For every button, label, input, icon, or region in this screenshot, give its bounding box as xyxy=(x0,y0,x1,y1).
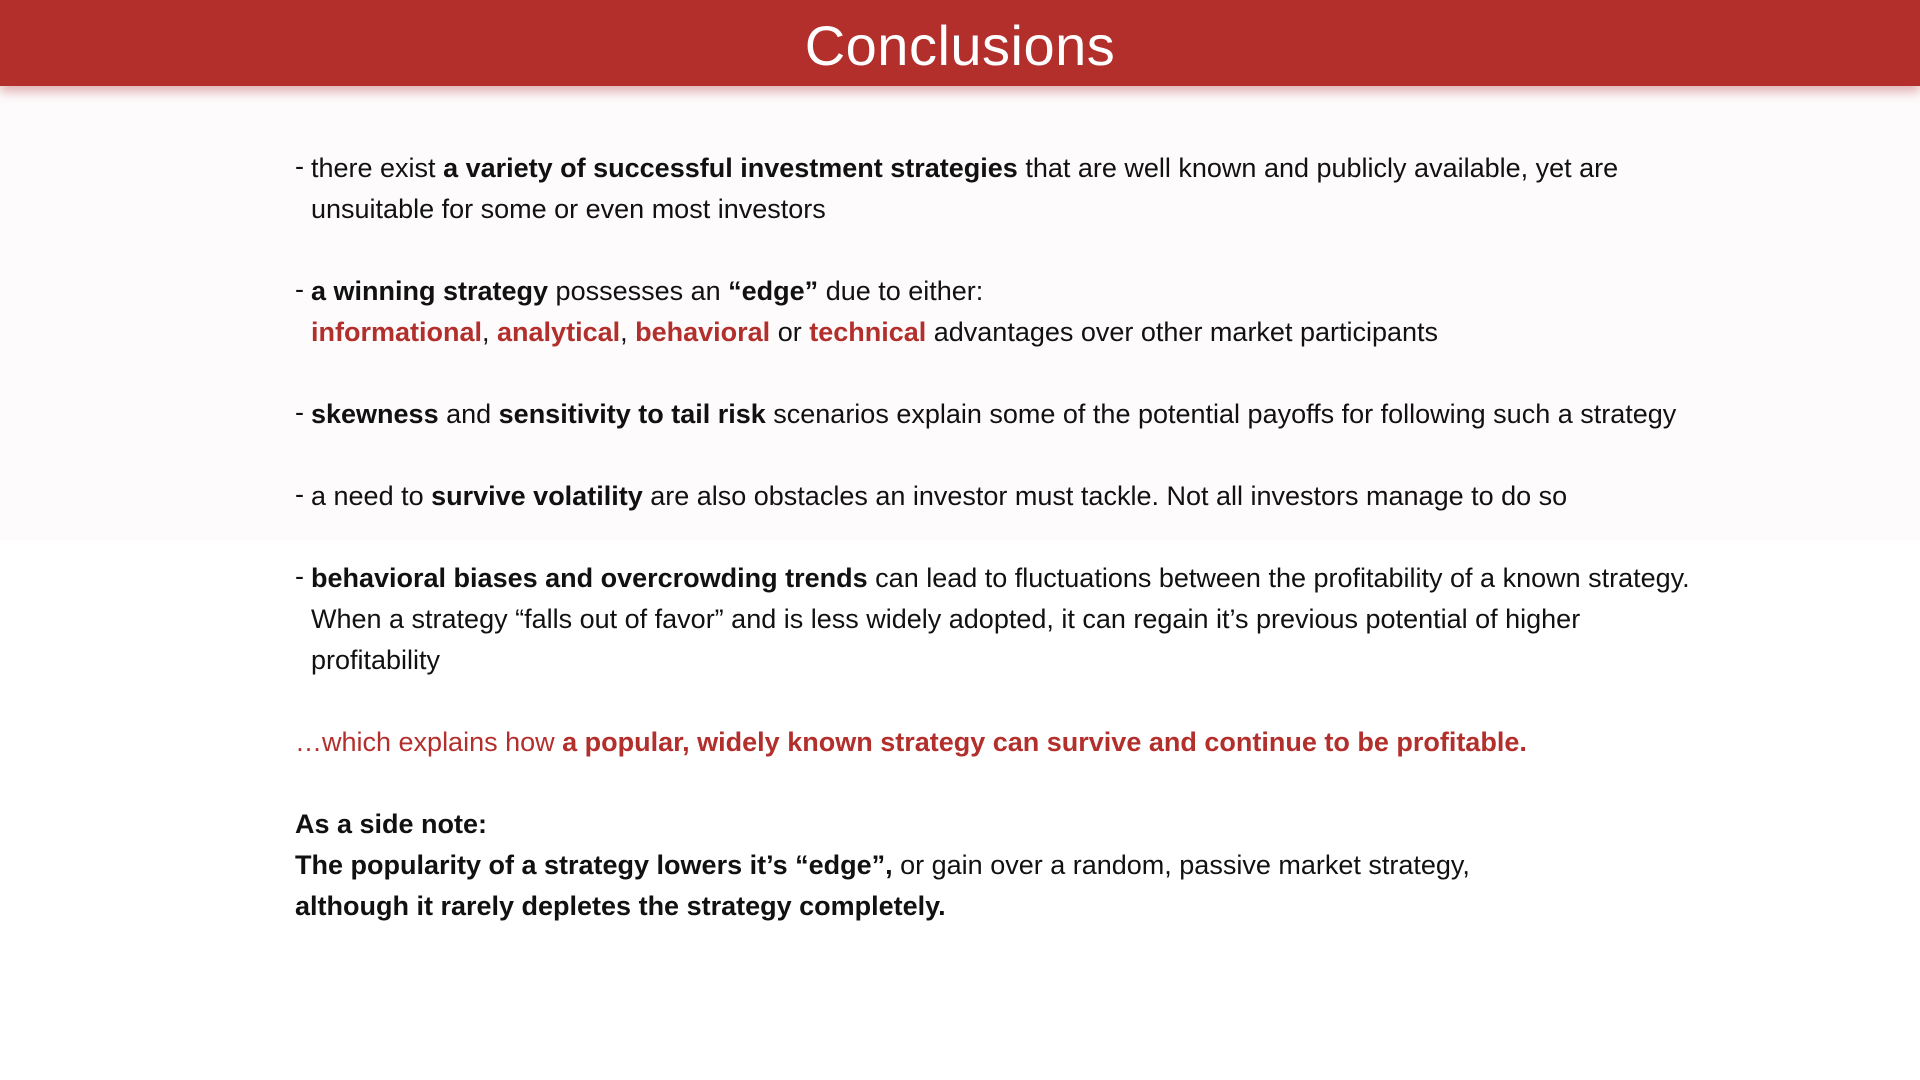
background-tint xyxy=(0,0,1920,540)
side-note-line1-text: or gain over a random, passive market st… xyxy=(892,850,1470,880)
bullet-emphasis: a variety of successful investment strat… xyxy=(443,153,1018,183)
bullet-text-segment: , xyxy=(620,317,636,347)
bullet-emphasis: a winning strategy xyxy=(311,276,549,306)
bullet-emphasis: sensitivity to tail risk xyxy=(498,399,766,429)
slide-title: Conclusions xyxy=(804,14,1116,77)
bullet-dash: - xyxy=(295,151,304,181)
conclusion-statement: …which explains how a popular, widely kn… xyxy=(295,722,1695,763)
bullet-text-segment: due to either: xyxy=(818,276,984,306)
bullet-text-segment: there exist xyxy=(311,153,444,183)
bullet-emphasis: survive volatility xyxy=(431,481,643,511)
bullet-text: behavioral biases and overcrowding trend… xyxy=(311,558,1695,681)
bullet-text: a need to survive volatility are also ob… xyxy=(311,476,1695,517)
bullet-dash: - xyxy=(295,479,304,509)
bullet-text-segment: scenarios explain some of the potential … xyxy=(765,399,1677,429)
side-note: As a side note: The popularity of a stra… xyxy=(295,804,1695,927)
bullet-emphasis: behavioral biases and overcrowding trend… xyxy=(311,563,868,593)
bullet-item: - a winning strategy possesses an “edge”… xyxy=(295,271,1695,353)
bullet-text: there exist a variety of successful inve… xyxy=(311,148,1695,230)
bullet-dash: - xyxy=(295,397,304,427)
bullet-text: a winning strategy possesses an “edge” d… xyxy=(311,271,1695,353)
bullet-item: - there exist a variety of successful in… xyxy=(295,148,1695,230)
side-note-line1-emphasis: The popularity of a strategy lowers it’s… xyxy=(295,850,893,880)
bullet-text-segment: a need to xyxy=(311,481,432,511)
bullet-text-segment: can lead to fluctuations between the pro… xyxy=(311,563,1690,675)
bullet-text-segment: , xyxy=(482,317,498,347)
bullet-text-segment: that are well known and publicly availab… xyxy=(311,153,1619,224)
bullet-emphasis: “edge” xyxy=(728,276,819,306)
side-note-line2-emphasis: although it rarely depletes the strategy… xyxy=(295,891,946,921)
bullet-text-segment: and xyxy=(438,399,499,429)
bullet-item: - behavioral biases and overcrowding tre… xyxy=(295,558,1695,681)
conclusion-emphasis: a popular, widely known strategy can sur… xyxy=(562,727,1527,757)
bullet-emphasis: skewness xyxy=(311,399,439,429)
advantage-informational: informational xyxy=(311,317,483,347)
bullet-item: - skewness and sensitivity to tail risk … xyxy=(295,394,1695,435)
advantage-analytical: analytical xyxy=(497,317,621,347)
bullet-dash: - xyxy=(295,274,304,304)
bullet-text-segment: advantages over other market participant… xyxy=(926,317,1439,347)
advantage-technical: technical xyxy=(809,317,927,347)
bullet-item: - a need to survive volatility are also … xyxy=(295,476,1695,517)
title-bar: Conclusions xyxy=(0,0,1920,86)
bullet-text: skewness and sensitivity to tail risk sc… xyxy=(311,394,1695,435)
advantage-behavioral: behavioral xyxy=(635,317,771,347)
bullet-text-segment: are also obstacles an investor must tack… xyxy=(642,481,1568,511)
bullet-text-segment: or xyxy=(770,317,810,347)
bullet-text-segment: possesses an xyxy=(548,276,729,306)
content-area: - there exist a variety of successful in… xyxy=(295,148,1695,927)
conclusion-lead: …which explains how xyxy=(295,727,563,757)
bullet-dash: - xyxy=(295,561,304,591)
side-note-heading: As a side note: xyxy=(295,809,488,839)
